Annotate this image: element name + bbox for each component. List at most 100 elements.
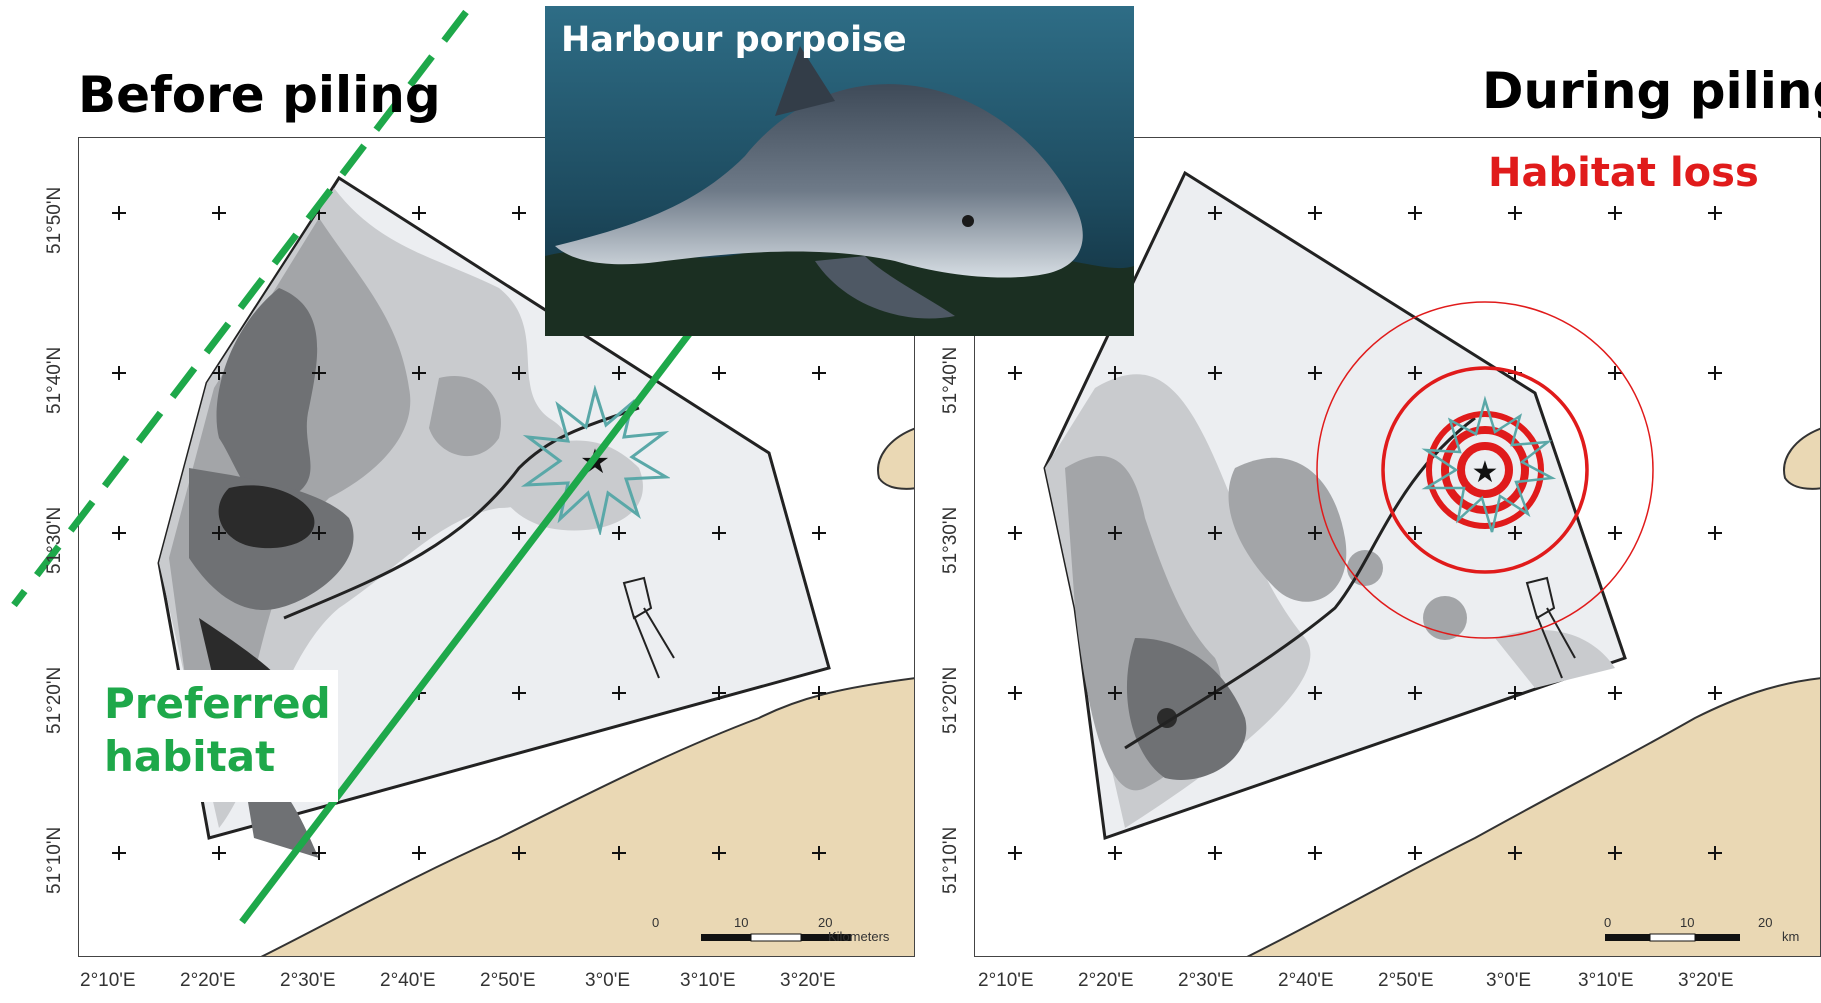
heading-during-piling: During piling <box>1482 62 1821 120</box>
graticule-cross <box>112 206 126 220</box>
lon-label-2-10-right: 2°10'E <box>978 970 1034 991</box>
heading-before-piling: Before piling <box>78 66 441 124</box>
lon-label-3-20: 3°20'E <box>780 970 836 991</box>
graticule-cross <box>412 526 426 540</box>
graticule-cross <box>412 206 426 220</box>
graticule-cross <box>612 366 626 380</box>
graticule-cross <box>812 846 826 860</box>
graticule-cross <box>512 846 526 860</box>
graticule-cross <box>212 206 226 220</box>
graticule-cross <box>1708 686 1722 700</box>
graticule-cross <box>212 366 226 380</box>
graticule-cross <box>212 846 226 860</box>
land-right <box>1246 677 1820 956</box>
graticule-cross <box>1608 846 1622 860</box>
boundary-line-right <box>1124 416 1476 750</box>
lat-label-51-40: 51°40'N <box>44 346 65 414</box>
lon-label-3-20-right: 3°20'E <box>1678 970 1734 991</box>
graticule-cross <box>612 686 626 700</box>
graticule-cross <box>712 686 726 700</box>
graticule-cross <box>1308 846 1322 860</box>
left-map-panel: ★ Before piling Preferred habitat 0 10 2… <box>11 9 915 991</box>
graticule-cross <box>712 366 726 380</box>
graticule-cross <box>312 846 326 860</box>
graticule-cross <box>1308 526 1322 540</box>
graticule-cross <box>1508 526 1522 540</box>
lon-label-2-40-right: 2°40'E <box>1278 970 1334 991</box>
graticule-cross <box>1008 846 1022 860</box>
starburst-icon <box>520 385 670 535</box>
graticule-cross <box>212 526 226 540</box>
graticule-cross <box>612 846 626 860</box>
graticule-cross <box>1008 366 1022 380</box>
harbour-right <box>1525 576 1576 679</box>
graticule-cross <box>1408 366 1422 380</box>
graticule-cross <box>712 846 726 860</box>
lat-label-51-30-right: 51°30'N <box>940 506 961 574</box>
scale-tick-10-left: 10 <box>734 915 749 930</box>
preferred-habitat-line1: Preferred <box>104 679 331 728</box>
green-dashed-line <box>11 9 469 608</box>
star-icon-right: ★ <box>1472 456 1499 489</box>
graticule-cross <box>112 526 126 540</box>
graticule-cross <box>1708 846 1722 860</box>
density-contours-right <box>1045 374 1615 828</box>
scale-unit-left: Kilometers <box>828 929 890 944</box>
graticule-cross <box>412 366 426 380</box>
graticule-cross <box>512 686 526 700</box>
graticule-cross <box>1608 366 1622 380</box>
graticule-cross <box>1108 526 1122 540</box>
scale-tick-20-left: 20 <box>818 915 833 930</box>
green-solid-line <box>239 327 695 925</box>
lon-label-2-20: 2°20'E <box>180 970 236 991</box>
preferred-habitat-box <box>88 670 338 802</box>
graticule-cross <box>1208 526 1222 540</box>
graticule-cross <box>1208 206 1222 220</box>
preferred-habitat-line2: habitat <box>104 731 276 781</box>
graticule-cross <box>1708 206 1722 220</box>
graticule-cross <box>1308 206 1322 220</box>
porpoise-body <box>555 84 1083 278</box>
scale-tick-0-right: 0 <box>1604 915 1612 930</box>
land-left <box>260 677 914 956</box>
preferred-habitat-label: Preferred habitat <box>104 678 331 783</box>
habitat-loss-rings: ★ <box>1316 301 1654 639</box>
graticule-cross <box>1408 206 1422 220</box>
lon-label-3-10-right: 3°10'E <box>1578 970 1634 991</box>
scale-tick-0-left: 0 <box>652 915 660 930</box>
graticule-cross <box>1208 366 1222 380</box>
graticule-cross <box>812 366 826 380</box>
photo-title: Harbour porpoise <box>561 20 907 60</box>
lat-label-51-10-right: 51°10'N <box>940 826 961 894</box>
graticule-cross <box>1608 526 1622 540</box>
graticule-cross <box>1708 526 1722 540</box>
graticule-cross <box>1508 686 1522 700</box>
lon-label-2-50: 2°50'E <box>480 970 536 991</box>
lat-label-51-20: 51°20'N <box>44 666 65 734</box>
graticule-cross <box>312 366 326 380</box>
graticule-cross <box>512 366 526 380</box>
graticule-cross <box>1108 846 1122 860</box>
lat-label-51-10: 51°10'N <box>44 826 65 894</box>
porpoise-photo-illustration <box>545 6 1134 336</box>
graticule-cross <box>1308 366 1322 380</box>
graticule-cross <box>512 526 526 540</box>
graticule-cross <box>1208 686 1222 700</box>
lon-label-2-40: 2°40'E <box>380 970 436 991</box>
graticule-cross <box>1408 846 1422 860</box>
scale-bar-left <box>701 933 851 942</box>
scale-unit-right: km <box>1782 929 1800 944</box>
lon-label-2-20-right: 2°20'E <box>1078 970 1134 991</box>
lon-label-2-50-right: 2°50'E <box>1378 970 1434 991</box>
lat-label-51-30: 51°30'N <box>44 506 65 574</box>
graticule-cross <box>1608 206 1622 220</box>
lon-label-2-10: 2°10'E <box>80 970 136 991</box>
graticule-cross <box>1108 366 1122 380</box>
graticule-cross <box>812 526 826 540</box>
graticule-cross <box>412 846 426 860</box>
graticule-cross <box>1108 686 1122 700</box>
lat-label-51-20-right: 51°20'N <box>940 666 961 734</box>
graticule-cross <box>612 526 626 540</box>
porpoise-photo: Harbour porpoise <box>545 6 1134 336</box>
scale-tick-10-right: 10 <box>1680 915 1695 930</box>
